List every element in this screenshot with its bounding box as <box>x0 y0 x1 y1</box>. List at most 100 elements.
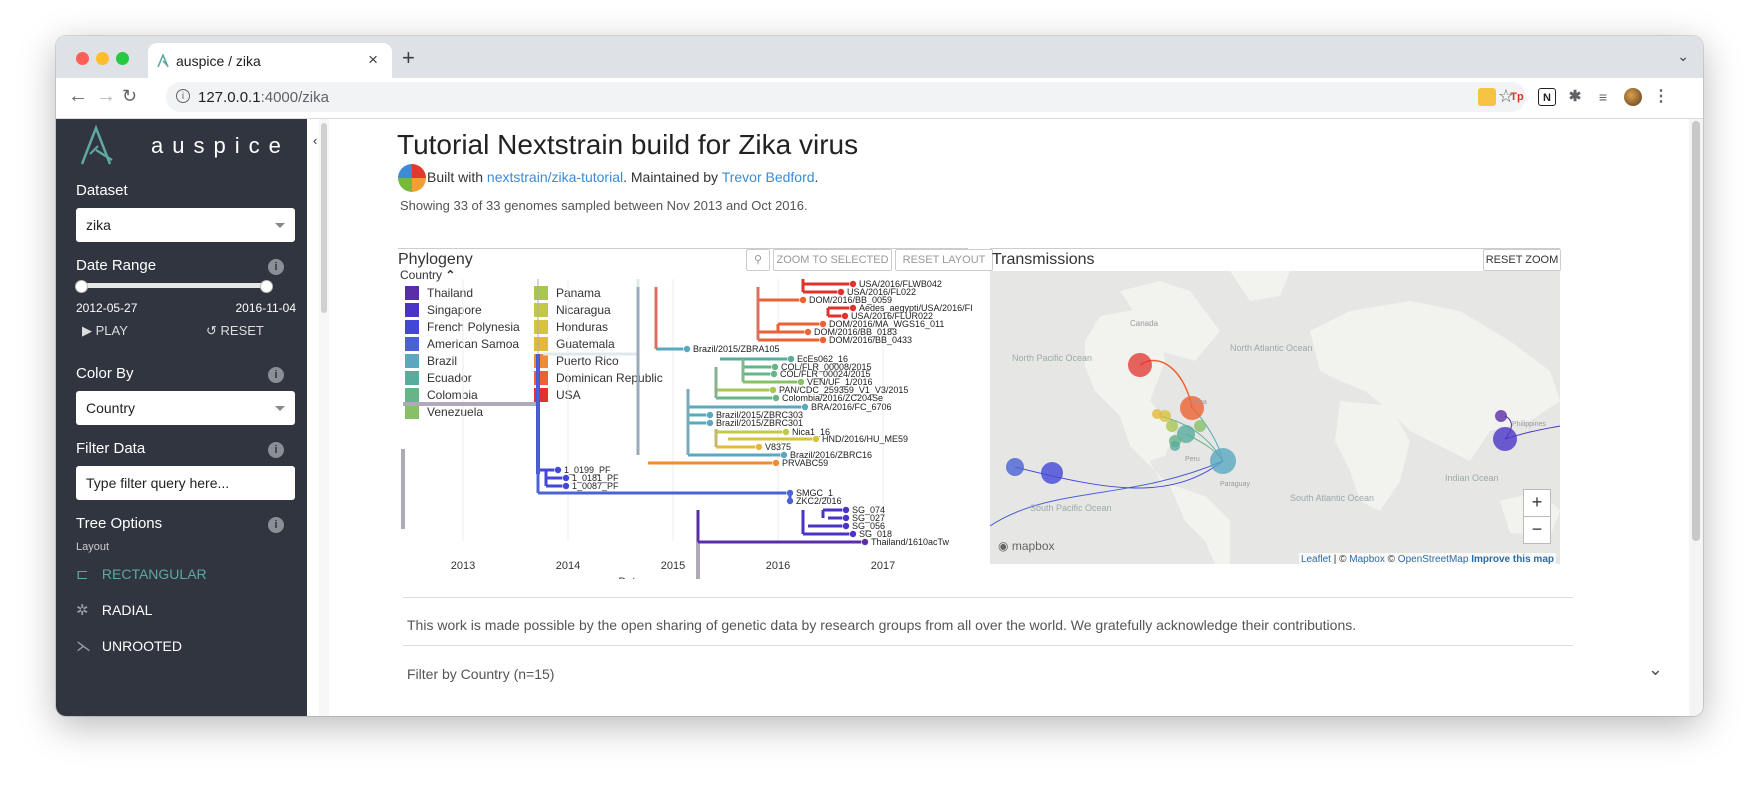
tree-tip[interactable] <box>771 363 779 371</box>
tab-search-chevron-icon[interactable]: ⌄ <box>1677 48 1689 64</box>
color-by-select[interactable]: Country <box>76 391 295 425</box>
tree-branch[interactable] <box>403 354 540 406</box>
osm-link[interactable]: OpenStreetMap <box>1397 554 1469 564</box>
tree-tip[interactable] <box>780 451 788 459</box>
tp-extension-icon[interactable]: Tp <box>1510 91 1524 103</box>
tree-tip[interactable] <box>554 466 562 474</box>
tree-tip[interactable] <box>799 296 807 304</box>
forward-arrow-icon[interactable]: → <box>96 85 116 107</box>
chevron-down-icon[interactable]: ⌄ <box>1647 659 1663 679</box>
tree-tip[interactable] <box>755 443 763 451</box>
tree-tip[interactable] <box>769 386 777 394</box>
zoom-to-selected-button[interactable]: ZOOM TO SELECTED <box>773 249 892 271</box>
reset-zoom-button[interactable]: RESET ZOOM <box>1483 249 1561 271</box>
world-map[interactable]: North Pacific Ocean North Atlantic Ocean… <box>990 271 1560 564</box>
omnibox[interactable]: i 127.0.0.1:4000/zika ☆ <box>166 82 1526 112</box>
tree-tip[interactable] <box>849 530 857 538</box>
mapbox-logo[interactable]: ◉ mapbox <box>998 539 1055 553</box>
tree-tip[interactable] <box>562 482 570 490</box>
bookmark-star-icon[interactable]: ☆ <box>1497 86 1514 106</box>
tree-tip[interactable] <box>772 394 780 402</box>
reload-icon[interactable]: ↻ <box>122 86 138 106</box>
tree-tip[interactable] <box>782 428 790 436</box>
phylogeny-tree[interactable]: USA/2016/FLWB042USA/2016/FL022DOM/2016/B… <box>398 279 990 579</box>
tree-tip[interactable] <box>842 522 850 530</box>
filter-by-country-header[interactable]: Filter by Country (n=15) <box>407 666 555 682</box>
legend-toggle[interactable]: Country ⌃ <box>400 268 456 282</box>
map-zoom-in-button[interactable]: + <box>1523 489 1551 517</box>
new-tab-button[interactable]: + <box>402 45 415 70</box>
mapbox-link[interactable]: Mapbox <box>1349 554 1385 564</box>
improve-map-link[interactable]: Improve this map <box>1471 554 1554 564</box>
layout-rectangular-button[interactable]: ⊏ RECTANGULAR <box>76 565 207 583</box>
back-arrow-icon[interactable]: ← <box>68 85 88 107</box>
tree-tip[interactable] <box>812 435 820 443</box>
date-range-start-handle[interactable] <box>75 280 88 293</box>
browser-tab[interactable]: auspice / zika × <box>148 43 392 78</box>
maximize-window-button[interactable] <box>116 52 129 65</box>
tree-options-info-icon[interactable]: i <box>268 517 284 533</box>
tree-tip[interactable] <box>787 355 795 363</box>
auspice-logo-icon <box>80 124 113 165</box>
reset-layout-button[interactable]: RESET LAYOUT <box>895 249 993 271</box>
tree-tip[interactable] <box>804 328 812 336</box>
transmissions-map[interactable]: North Pacific Ocean North Atlantic Ocean… <box>990 271 1560 564</box>
tree-tip[interactable] <box>562 474 570 482</box>
profile-avatar[interactable] <box>1624 88 1642 106</box>
tree-tip[interactable] <box>819 320 827 328</box>
collapse-sidebar-icon[interactable]: ‹ <box>313 133 318 148</box>
close-window-button[interactable] <box>76 52 89 65</box>
url-text[interactable]: 127.0.0.1:4000/zika <box>198 89 329 106</box>
zoom-search-button[interactable]: ⚲ <box>746 249 770 271</box>
tree-tip[interactable] <box>819 336 827 344</box>
tree-tip[interactable] <box>683 345 691 353</box>
legend-label: Brazil <box>427 354 458 368</box>
tree-tip[interactable] <box>772 459 780 467</box>
maintainer-link[interactable]: Trevor Bedford <box>721 169 815 185</box>
tree-tip[interactable] <box>849 304 857 312</box>
page-scrollbar[interactable] <box>1689 119 1703 716</box>
tree-tip[interactable] <box>706 411 714 419</box>
layout-unrooted-button[interactable]: ⋋ UNROOTED <box>76 637 182 655</box>
tab-close-icon[interactable]: × <box>368 50 378 69</box>
build-link[interactable]: nextstrain/zika-tutorial <box>486 169 624 185</box>
tree-tip[interactable] <box>842 514 850 522</box>
legend-label: French Polynesia <box>427 320 520 334</box>
tree-tip[interactable] <box>849 280 857 288</box>
filter-data-input[interactable]: Type filter query here... <box>76 466 295 500</box>
minimize-window-button[interactable] <box>96 52 109 65</box>
reset-button[interactable]: ↺ RESET <box>206 323 264 339</box>
sidebar-scrollbar[interactable] <box>319 119 329 716</box>
date-range-info-icon[interactable]: i <box>268 259 284 275</box>
chevron-up-icon: ⌃ <box>445 268 456 282</box>
dataset-select[interactable]: zika <box>76 208 295 242</box>
site-info-icon[interactable]: i <box>176 89 190 103</box>
leaflet-link[interactable]: Leaflet <box>1300 554 1331 564</box>
tree-tip[interactable] <box>706 419 714 427</box>
tree-tip[interactable] <box>770 370 778 378</box>
tree-tip[interactable] <box>841 312 849 320</box>
puzzle-extensions-icon[interactable]: ✱ <box>1568 88 1582 105</box>
tree-tip[interactable] <box>797 378 805 386</box>
layout-radial-button[interactable]: ✲ RADIAL <box>76 601 152 619</box>
tree-branch[interactable] <box>543 279 640 356</box>
play-button[interactable]: ▶ PLAY <box>82 323 128 339</box>
land-label: Philippines <box>1512 421 1546 428</box>
tree-tip[interactable] <box>837 288 845 296</box>
color-by-info-icon[interactable]: i <box>268 367 284 383</box>
tree-tip[interactable] <box>842 506 850 514</box>
transmissions-divider <box>990 248 1560 249</box>
notion-extension-icon[interactable]: N <box>1538 88 1556 106</box>
tree-tip[interactable] <box>861 538 869 546</box>
chrome-menu-icon[interactable]: ⋮ <box>1653 88 1669 105</box>
legend-swatch <box>405 303 419 317</box>
map-zoom-out-button[interactable]: − <box>1523 516 1551 544</box>
tree-branch[interactable] <box>403 542 700 579</box>
tree-tip[interactable] <box>801 403 809 411</box>
reading-list-icon[interactable]: ≡ <box>1598 89 1608 105</box>
date-range-end-handle[interactable] <box>260 280 273 293</box>
date-start-label: 2012-05-27 <box>76 301 138 315</box>
filter-data-info-icon[interactable]: i <box>268 442 284 458</box>
folder-extension-icon[interactable] <box>1478 88 1496 106</box>
date-range-slider-track[interactable] <box>80 283 266 288</box>
